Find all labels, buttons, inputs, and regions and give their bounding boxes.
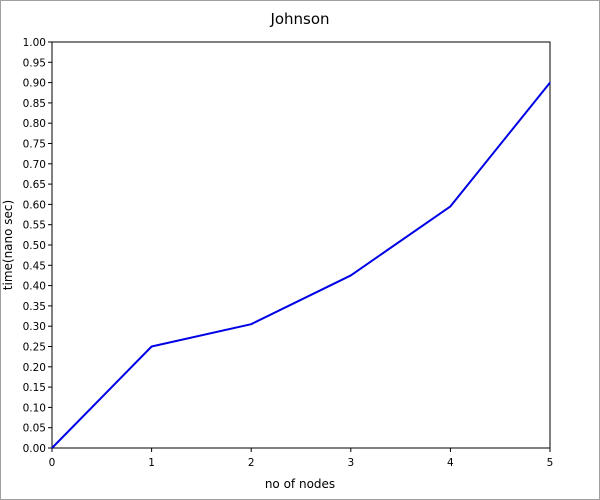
y-tick-label: 1.00 (23, 37, 46, 49)
x-axis-label: no of nodes (265, 477, 335, 491)
y-tick-label: 0.65 (23, 179, 46, 191)
x-tick-label: 2 (248, 457, 255, 469)
y-tick-label: 0.00 (23, 443, 46, 455)
y-tick-label: 0.05 (23, 423, 46, 435)
y-tick-label: 0.50 (23, 240, 46, 252)
y-tick-label: 0.95 (23, 57, 46, 69)
x-tick-label: 4 (447, 457, 454, 469)
x-tick-label: 1 (148, 457, 155, 469)
chart-title: Johnson (269, 10, 329, 28)
x-axis: 0 1 2 3 4 5 (49, 448, 554, 469)
y-tick-label: 0.25 (23, 342, 46, 354)
y-tick-label: 0.90 (23, 78, 46, 90)
y-tick-label: 0.35 (23, 301, 46, 313)
y-tick-label: 0.70 (23, 159, 46, 171)
series-group (51, 81, 551, 449)
y-tick-label: 0.15 (23, 382, 46, 394)
y-tick-label: 0.20 (23, 362, 46, 374)
y-tick-label: 0.10 (23, 402, 46, 414)
plot-area (51, 41, 551, 449)
y-axis-label: time(nano sec) (1, 200, 15, 290)
y-tick-label: 0.40 (23, 281, 46, 293)
y-tick-label: 0.30 (23, 321, 46, 333)
y-tick-label: 0.45 (23, 260, 46, 272)
y-tick-label: 0.80 (23, 118, 46, 130)
x-tick-label: 3 (347, 457, 354, 469)
y-tick-label: 0.75 (23, 139, 46, 151)
y-tick-label: 0.85 (23, 98, 46, 110)
series-line-0 (51, 81, 551, 449)
x-tick-label: 0 (49, 457, 56, 469)
y-tick-label: 0.60 (23, 199, 46, 211)
y-tick-label: 0.55 (23, 220, 46, 232)
x-tick-label: 5 (547, 457, 554, 469)
y-axis: 0.00 0.05 0.10 0.15 0.20 0.25 0.30 0.35 0.40 0.45… (23, 37, 52, 455)
